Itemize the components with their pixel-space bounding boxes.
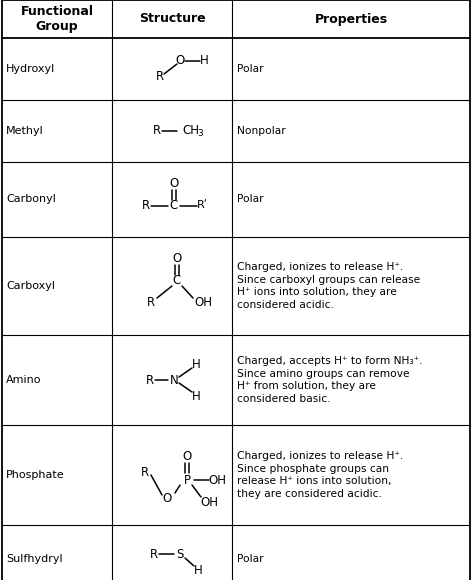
Text: O: O (163, 491, 172, 505)
Text: Methyl: Methyl (6, 126, 44, 136)
Text: OH: OH (194, 296, 212, 310)
Text: O: O (182, 450, 191, 462)
Text: Structure: Structure (139, 13, 205, 26)
Text: CH: CH (182, 125, 199, 137)
Text: H: H (191, 357, 201, 371)
Text: R: R (142, 199, 150, 212)
Text: Polar: Polar (237, 64, 264, 74)
Text: 3: 3 (197, 129, 203, 137)
Text: Carboxyl: Carboxyl (6, 281, 55, 291)
Text: Hydroxyl: Hydroxyl (6, 64, 55, 74)
Text: C: C (173, 274, 181, 288)
Text: Charged, accepts H⁺ to form NH₃⁺.
Since amino groups can remove
H⁺ from solution: Charged, accepts H⁺ to form NH₃⁺. Since … (237, 356, 422, 404)
Text: R: R (147, 296, 155, 310)
Text: N: N (170, 374, 178, 386)
Text: R: R (153, 125, 161, 137)
Text: H: H (191, 390, 201, 403)
Text: Phosphate: Phosphate (6, 470, 64, 480)
Text: Carbonyl: Carbonyl (6, 194, 56, 205)
Text: H: H (200, 55, 209, 67)
Text: Polar: Polar (237, 194, 264, 205)
Text: R: R (141, 466, 149, 478)
Text: Rʹ: Rʹ (197, 201, 208, 211)
Text: OH: OH (200, 495, 218, 509)
Text: Polar: Polar (237, 554, 264, 564)
Text: O: O (169, 177, 179, 190)
Text: Functional
Group: Functional Group (20, 5, 93, 33)
Text: OH: OH (208, 473, 226, 487)
Text: C: C (170, 199, 178, 212)
Text: S: S (176, 548, 184, 560)
Text: H: H (193, 564, 202, 577)
Text: P: P (183, 473, 191, 487)
Text: Charged, ionizes to release H⁺.
Since carboxyl groups can release
H⁺ ions into s: Charged, ionizes to release H⁺. Since ca… (237, 262, 420, 310)
Text: R: R (150, 548, 158, 560)
Text: O: O (173, 252, 182, 266)
Text: Sulfhydryl: Sulfhydryl (6, 554, 63, 564)
Text: R: R (146, 374, 154, 386)
Text: Properties: Properties (314, 13, 388, 26)
Text: Nonpolar: Nonpolar (237, 126, 286, 136)
Text: Amino: Amino (6, 375, 42, 385)
Text: O: O (175, 55, 185, 67)
Text: Charged, ionizes to release H⁺.
Since phosphate groups can
release H⁺ ions into : Charged, ionizes to release H⁺. Since ph… (237, 451, 403, 499)
Text: R: R (156, 71, 164, 84)
